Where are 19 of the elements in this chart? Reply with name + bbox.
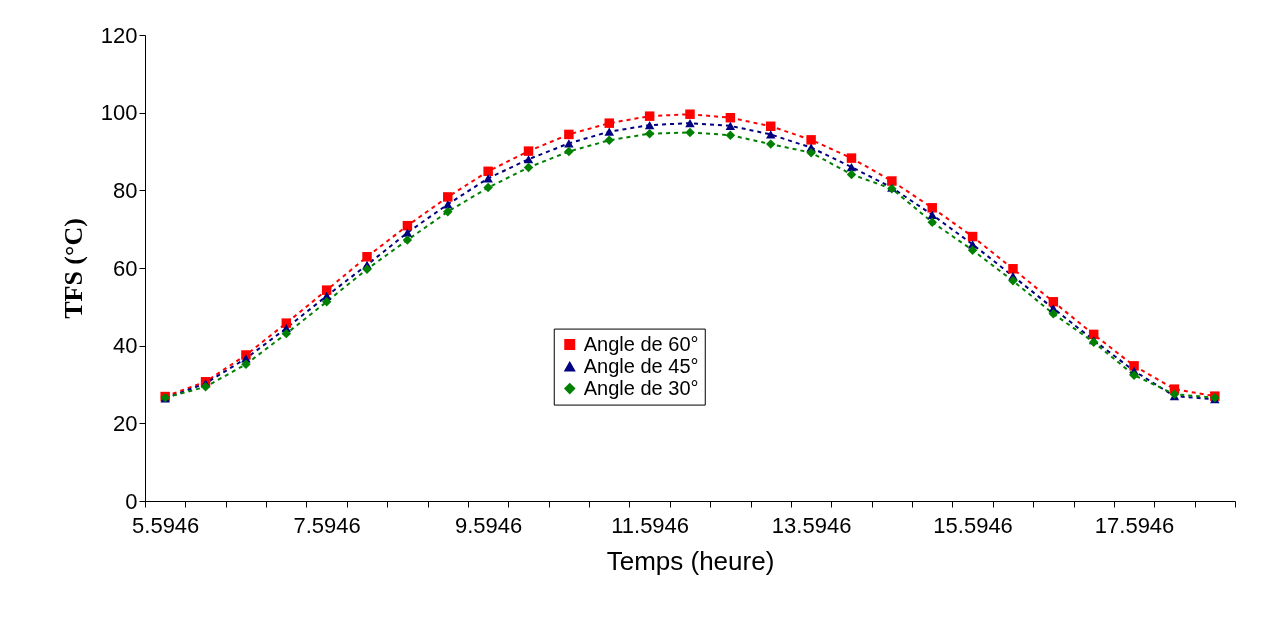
legend-label: Angle de 60° [583, 332, 699, 355]
x-tick-label: 13.5946 [771, 512, 852, 538]
x-tick-label: 17.5946 [1094, 512, 1175, 538]
x-tick-label: 15.5946 [933, 512, 1013, 538]
y-tick-label: 20 [113, 410, 138, 436]
x-axis-title: Temps (heure) [606, 545, 775, 576]
y-tick-label: 0 [125, 488, 138, 514]
x-tick-label: 9.5946 [455, 512, 523, 538]
y-tick-label: 60 [113, 255, 138, 281]
y-tick-label: 120 [100, 22, 138, 48]
y-tick-label: 100 [100, 100, 138, 126]
y-tick-label: 40 [113, 333, 138, 359]
y-axis-title: TFS (°C) [58, 218, 88, 319]
legend-label: Angle de 30° [583, 376, 699, 399]
legend-label: Angle de 45° [583, 354, 699, 377]
x-tick-label: 7.5946 [293, 512, 361, 538]
x-tick-label: 5.5946 [132, 512, 200, 538]
x-tick-label: 11.5946 [611, 512, 690, 538]
y-tick-label: 80 [113, 177, 138, 203]
